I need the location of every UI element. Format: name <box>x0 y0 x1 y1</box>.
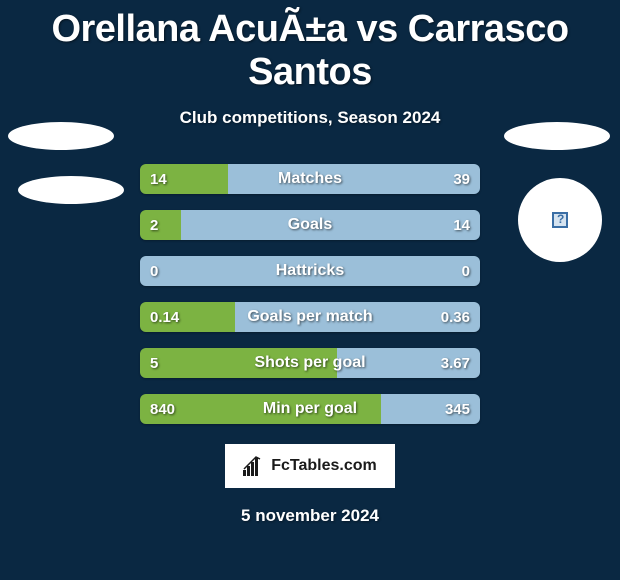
logo-box[interactable]: FcTables.com <box>225 444 395 488</box>
stat-label: Hattricks <box>140 262 480 280</box>
stat-row: 0.140.36Goals per match <box>140 302 480 332</box>
image-placeholder-icon <box>552 212 568 228</box>
stat-label: Goals <box>140 216 480 234</box>
player-left-avatar-1 <box>8 122 114 150</box>
stat-label: Min per goal <box>140 400 480 418</box>
fctables-logo-icon <box>243 456 265 476</box>
stat-row: 214Goals <box>140 210 480 240</box>
player-right-avatar-1 <box>504 122 610 150</box>
player-left-avatar-2 <box>18 176 124 204</box>
stat-label: Matches <box>140 170 480 188</box>
stat-label: Goals per match <box>140 308 480 326</box>
date-label: 5 november 2024 <box>0 506 620 526</box>
player-right-avatar-2 <box>518 178 602 262</box>
stat-label: Shots per goal <box>140 354 480 372</box>
stat-row: 00Hattricks <box>140 256 480 286</box>
stat-row: 53.67Shots per goal <box>140 348 480 378</box>
page-title: Orellana AcuÃ±a vs Carrasco Santos <box>0 8 620 94</box>
stat-row: 840345Min per goal <box>140 394 480 424</box>
logo-text: FcTables.com <box>271 457 377 475</box>
comparison-widget: Orellana AcuÃ±a vs Carrasco Santos Club … <box>0 0 620 580</box>
stat-row: 1439Matches <box>140 164 480 194</box>
